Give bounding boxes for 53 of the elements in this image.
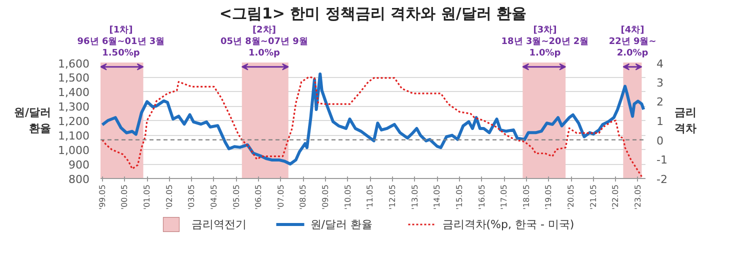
y-tick-label: 1,200 [58,115,90,128]
x-tick-label: '23.05 [633,184,642,210]
x-tick-label: '15.05 [454,184,464,210]
y2-tick-label: -2 [656,173,668,186]
annotation: [1차] 96년 6월~01년 3월 1.50%p [77,26,165,58]
x-tick-label: '21.05 [588,184,598,210]
y-tick-label: 800 [68,173,90,186]
y2-axis-title: 금리 격차 [674,106,696,135]
y-tick-label: 1,300 [58,100,90,114]
y2-tick-label: 0 [656,134,664,148]
x-tick-label: '03.05 [187,184,196,210]
y-tick-label: 900 [68,158,90,172]
x-tick-label: '06.05 [254,184,264,210]
y2-tick-label: 3 [656,76,664,90]
x-tick-label: '07.05 [276,184,286,210]
x-tick-label: '16.05 [477,184,486,210]
x-tick-label: '18.05 [522,184,531,210]
y2-tick-label: 1 [656,115,664,128]
x-tick-label: '00.05 [120,184,130,210]
legend-label: 원/달러 환율 [310,218,372,231]
y-tick-label: 1,100 [58,130,90,142]
x-tick-label: '12.05 [388,184,398,210]
x-tick-label: '05.05 [232,184,241,210]
x-tick-label: '09.05 [321,184,330,210]
line-series [102,76,643,178]
annotation: [3차] 18년 3월~20년 2월 1.0%p [501,26,589,58]
line-series [100,72,646,166]
legend-label: 금리역전기 [191,218,246,231]
y-tick-label: 1,600 [58,58,90,70]
x-tick-label: '17.05 [500,184,509,210]
y-tick-label: 1,000 [58,144,90,157]
annotation: [4차] 22년 9월~ 2.0%p [608,26,656,58]
x-tick-label: '99.05 [98,184,107,210]
x-tick-label: '13.05 [410,184,420,210]
annotation: [2차] 05년 8월~07년 9월 1.0%p [220,26,308,58]
x-tick-label: '19.05 [544,184,554,210]
y-tick-label: 1,400 [58,86,90,99]
x-tick-label: '02.05 [164,184,174,210]
y-tick-label: 1,500 [58,72,90,84]
chart-title: <그림1> 한미 정책금리 격차와 원/달러 환율 [219,4,527,22]
x-tick-label: '08.05 [298,184,308,210]
x-tick-label: '04.05 [209,184,218,210]
y-axis-title: 원/달러 환율 [14,106,52,135]
x-tick-label: '20.05 [566,184,576,210]
x-tick-label: '11.05 [366,184,375,210]
x-tick-label: '22.05 [611,184,620,210]
x-tick-label: '01.05 [142,184,152,210]
y2-tick-label: 2 [656,96,664,109]
y2-tick-label: 4 [656,58,664,70]
x-tick-label: '10.05 [343,184,352,210]
y2-tick-label: -1 [656,154,668,167]
x-tick-label: '14.05 [432,184,442,210]
legend-label: 금리격차(%p, 한국 - 미국) [442,218,574,231]
